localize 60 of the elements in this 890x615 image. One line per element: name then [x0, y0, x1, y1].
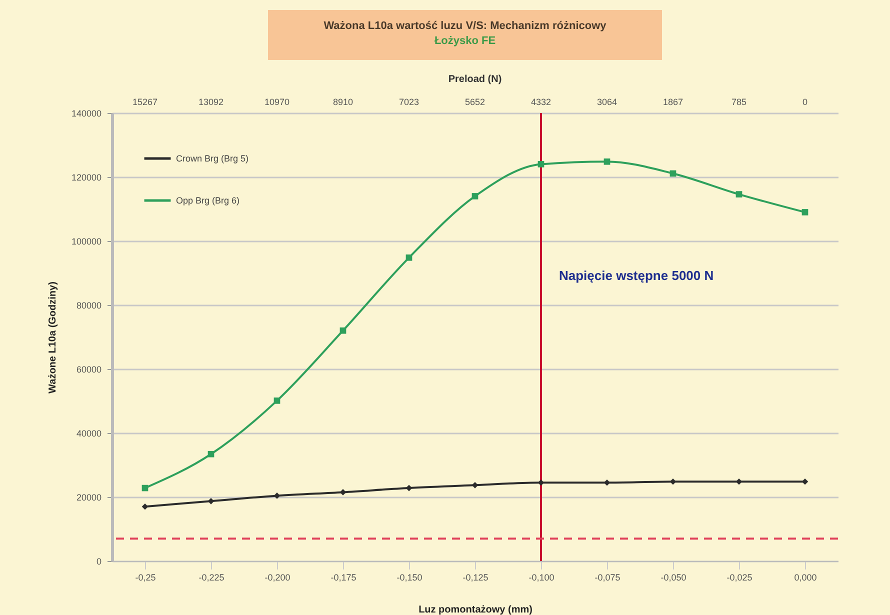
- x-tick-label: -0,025: [726, 572, 752, 582]
- point: [604, 479, 610, 486]
- point: [142, 484, 148, 492]
- text: 7023: [398, 97, 420, 107]
- x2-axis-title: Preload (N): [448, 74, 502, 85]
- legend-label: Opp Brg (Brg 6): [176, 196, 240, 206]
- text: 4332: [530, 97, 552, 107]
- text: 3064: [596, 97, 618, 107]
- y-tick-label: 140000: [71, 108, 102, 118]
- y-tick-label: 80000: [76, 300, 102, 310]
- x-tick-label: -0,100: [528, 572, 554, 582]
- chart-subtitle: Łożysko FE: [433, 34, 497, 49]
- point: [802, 209, 808, 216]
- point: [406, 484, 412, 492]
- x-tick-label: 0,000: [794, 572, 817, 582]
- y-axis-title: Ważone L10a (Godziny): [47, 282, 58, 394]
- x-tick-label: -0,25: [135, 572, 156, 582]
- point: [340, 489, 346, 496]
- y-tick-label: 20000: [76, 492, 102, 502]
- text: 8910: [332, 97, 354, 107]
- point: [604, 158, 610, 165]
- text: 785: [731, 97, 747, 107]
- x-tick-label: -0,200: [264, 572, 290, 582]
- x-tick-label: -0,125: [462, 572, 488, 582]
- text: 15267: [132, 97, 158, 107]
- point: [802, 478, 808, 485]
- text: 1867: [662, 97, 684, 107]
- point: [406, 254, 412, 261]
- y-tick-label: 40000: [76, 428, 102, 438]
- x-axis-title: Luz pomontażowy (mm): [418, 604, 532, 615]
- text: 13092: [198, 97, 224, 107]
- point: [274, 492, 280, 499]
- x-tick-label: -0,175: [330, 572, 356, 582]
- ref-line-label: Napięcie wstępne 5000 N: [559, 268, 714, 283]
- text: 5652: [464, 97, 486, 107]
- text: 0: [802, 97, 808, 107]
- point: [538, 479, 544, 486]
- y-tick-label: 120000: [71, 172, 102, 182]
- text: 10970: [264, 97, 290, 107]
- point: [670, 478, 676, 485]
- x-tick-label: -0,150: [396, 572, 422, 582]
- point: [472, 482, 478, 488]
- x-tick-label: -0,050: [660, 572, 686, 582]
- point: [736, 478, 742, 485]
- chart-title: Ważona L10a wartość luzu V/S: Mechanizm różnicowy: [322, 19, 608, 34]
- y-tick-label: 0: [96, 556, 102, 566]
- point: [670, 170, 676, 177]
- point: [208, 450, 214, 458]
- point: [340, 327, 346, 334]
- y-tick-label: 100000: [71, 236, 102, 246]
- x-tick-label: -0,225: [198, 572, 224, 582]
- point: [538, 161, 544, 168]
- point: [472, 193, 478, 200]
- point: [142, 503, 148, 510]
- point: [208, 498, 214, 504]
- x-tick-label: -0,075: [594, 572, 620, 582]
- point: [736, 191, 742, 198]
- point: [274, 398, 280, 404]
- y-tick-label: 60000: [76, 364, 102, 374]
- legend-label: Crown Brg (Brg 5): [176, 154, 249, 164]
